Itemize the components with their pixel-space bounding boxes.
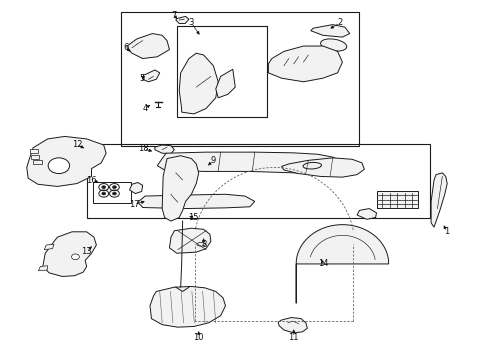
Polygon shape <box>431 173 447 227</box>
Text: 3: 3 <box>189 18 194 27</box>
Text: 8: 8 <box>201 240 206 249</box>
Polygon shape <box>176 17 189 23</box>
Text: 11: 11 <box>289 333 299 342</box>
Polygon shape <box>38 266 48 271</box>
Polygon shape <box>296 225 389 303</box>
Ellipse shape <box>320 39 347 51</box>
Text: 15: 15 <box>189 213 199 222</box>
Polygon shape <box>127 33 170 59</box>
Text: 4: 4 <box>143 104 148 113</box>
Circle shape <box>102 192 106 195</box>
Polygon shape <box>282 158 365 177</box>
Text: 7: 7 <box>172 11 177 20</box>
Polygon shape <box>357 208 376 219</box>
Polygon shape <box>311 24 350 37</box>
Text: 13: 13 <box>81 247 92 256</box>
Text: 18: 18 <box>138 144 149 153</box>
Polygon shape <box>150 287 225 327</box>
Text: 5: 5 <box>139 74 145 83</box>
Polygon shape <box>155 145 174 154</box>
Text: 2: 2 <box>338 18 343 27</box>
Polygon shape <box>179 53 218 114</box>
Text: 17: 17 <box>128 200 139 209</box>
Text: 12: 12 <box>72 140 82 149</box>
Polygon shape <box>44 244 54 249</box>
Ellipse shape <box>303 162 321 169</box>
Polygon shape <box>30 149 38 153</box>
Text: 6: 6 <box>123 43 128 52</box>
Circle shape <box>72 254 79 260</box>
Bar <box>87 144 430 217</box>
Polygon shape <box>216 69 235 98</box>
Polygon shape <box>138 194 255 208</box>
Polygon shape <box>278 318 307 333</box>
Ellipse shape <box>197 243 205 246</box>
Polygon shape <box>33 160 42 164</box>
Bar <box>93 182 130 203</box>
Circle shape <box>113 186 116 189</box>
Circle shape <box>113 192 116 195</box>
Text: 10: 10 <box>194 333 204 342</box>
Polygon shape <box>129 183 143 194</box>
Text: 16: 16 <box>86 176 97 185</box>
Polygon shape <box>269 46 343 82</box>
Polygon shape <box>170 228 211 253</box>
Text: 14: 14 <box>318 260 328 269</box>
Circle shape <box>48 158 70 174</box>
Bar <box>121 12 360 146</box>
Polygon shape <box>162 156 199 221</box>
Polygon shape <box>30 155 39 158</box>
Polygon shape <box>143 70 160 82</box>
Text: 1: 1 <box>444 227 450 236</box>
Bar <box>177 26 267 117</box>
Bar <box>376 192 418 208</box>
Polygon shape <box>43 232 97 276</box>
Text: 9: 9 <box>211 156 216 165</box>
Polygon shape <box>157 152 345 174</box>
Polygon shape <box>27 136 106 186</box>
Circle shape <box>102 186 106 189</box>
